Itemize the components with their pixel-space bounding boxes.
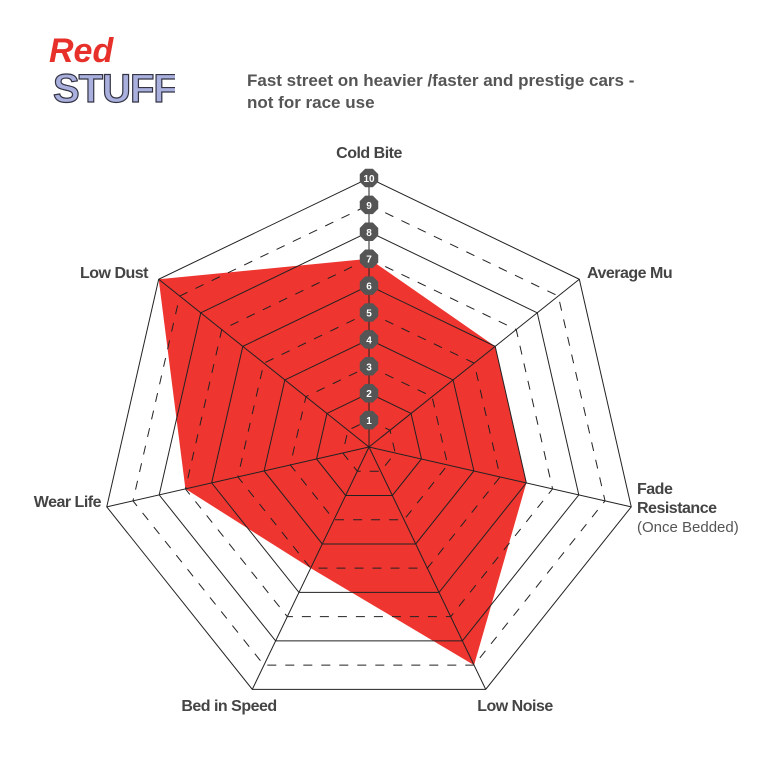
tick-label: 2 [366,389,372,400]
axis-spoke [368,446,632,508]
axis-label: Wear Life [34,494,102,511]
tick-label: 8 [366,228,372,239]
tick-label: 7 [366,255,372,266]
axis-label: Bed in Speed [181,698,276,715]
tick-label: 4 [366,335,372,346]
tick-label: 10 [363,174,375,185]
grid-ring-10 [106,177,632,690]
tick-badge [359,249,379,268]
axis-label: Fade [637,481,673,498]
axis-label: Low Noise [477,698,553,715]
tick-badge [359,303,379,322]
axis-spoke [368,446,487,690]
axis-spoke [368,278,580,448]
svg-text:Red: Red [49,32,114,70]
title-line-1: Fast street on heavier /faster and prest… [247,71,635,90]
data-polygon [158,258,527,666]
tick-badge [359,330,379,349]
axis-spoke [158,278,370,448]
axis-label: Resistance [637,500,717,517]
grid-ring-9 [132,204,606,666]
tick-badge [359,410,379,430]
axis-spoke [251,446,370,690]
svg-text:STUFF: STUFF [53,67,175,111]
tick-badge [359,222,379,242]
tick-label: 3 [366,362,372,373]
grid-ring-2 [316,392,422,496]
tick-badge [359,383,379,403]
tick-badge [359,357,379,376]
tick-label: 6 [366,282,372,293]
grid-ring-4 [263,338,475,545]
tick-badge [359,195,379,215]
axis-label: Low Dust [80,265,149,282]
tick-label: 1 [366,416,372,427]
tick-badge [359,276,379,295]
grid-ring-6 [211,285,527,593]
axis-label: Average Mu [587,265,672,282]
axis-spoke [106,446,370,508]
tick-badge [359,168,379,188]
axis-label: Cold Bite [336,145,402,162]
grid-ring-8 [158,231,580,642]
redstuff-logo: Red STUFF [49,32,175,112]
tick-label: 5 [366,309,372,320]
axis-sublabel: (Once Bedded) [637,519,739,536]
chart-title: Fast street on heavier /faster and prest… [247,70,647,114]
title-line-2: not for race use [247,93,375,112]
tick-label: 9 [366,201,372,212]
